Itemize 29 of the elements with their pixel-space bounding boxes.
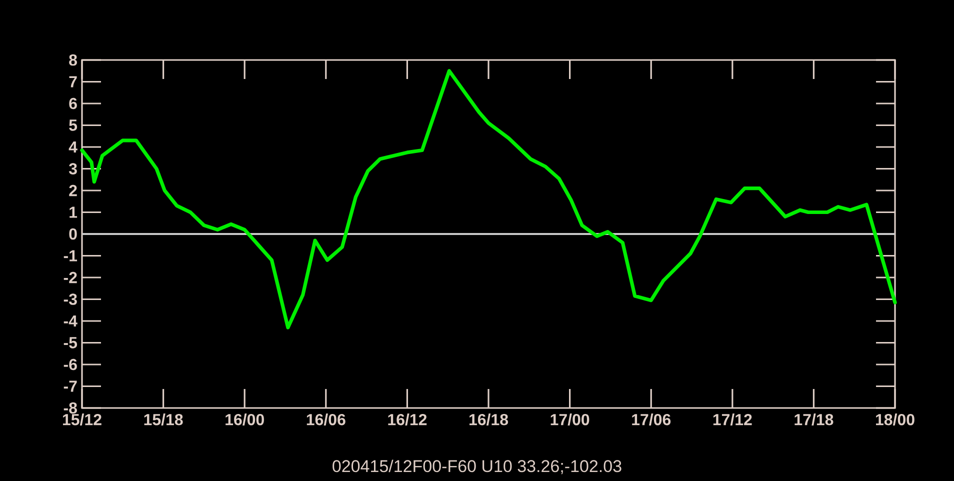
y-tick-label: 0 [69,228,77,240]
y-tick-label: 4 [68,141,78,153]
x-tick-label: 17/00 [550,414,590,426]
x-tick-label: 17/06 [632,414,671,426]
y-tick-label: -6 [64,358,77,370]
y-tick-label: 2 [69,184,77,196]
x-tick-label: 15/18 [144,414,183,426]
y-tick-label: 3 [68,163,77,174]
x-tick-label: 16/12 [388,414,427,426]
y-tick-label: 6 [69,98,77,110]
y-tick-label: -3 [64,294,77,305]
y-tick-label: -5 [64,337,78,348]
y-tick-label: -7 [64,380,77,392]
y-tick-label: 7 [69,76,77,88]
x-tick-label: 16/00 [226,414,264,426]
x-tick-label: 18/00 [876,414,914,426]
y-tick-label: -8 [64,402,77,414]
x-tick-label: 16/18 [470,414,508,426]
x-tick-label: 16/06 [306,414,346,426]
y-tick-label: 1 [70,206,78,218]
y-tick-label: 8 [69,54,77,66]
y-tick-label: 5 [69,120,78,131]
x-tick-label: 15/12 [62,414,102,426]
y-tick-label: -1 [64,250,78,262]
y-tick-label: -2 [64,272,77,284]
text: 020415/12F00-F60 U10 33.26;-102.03 [332,460,622,474]
x-tick-label: 17/18 [794,414,834,426]
x-tick-label: 17/12 [713,414,752,426]
y-tick-label: -4 [64,315,78,327]
